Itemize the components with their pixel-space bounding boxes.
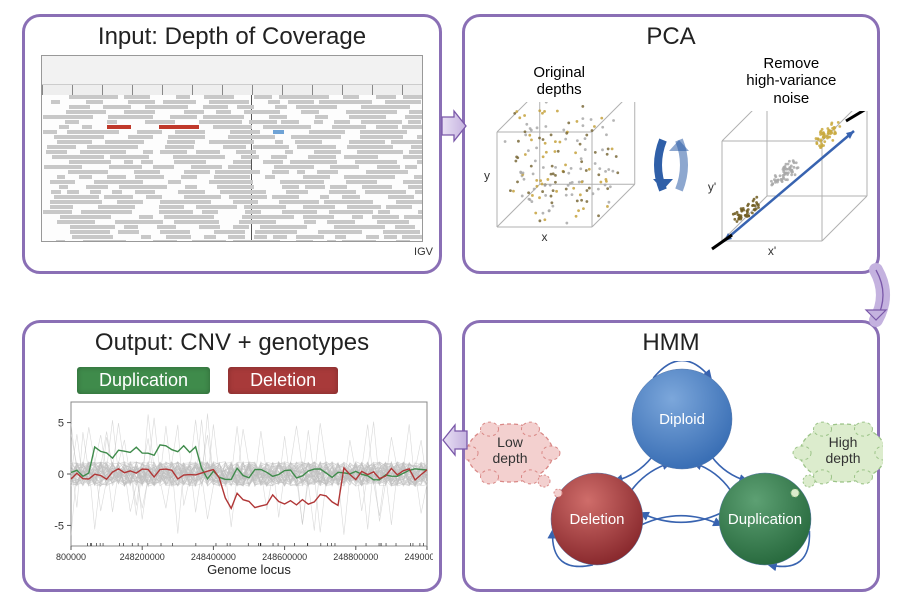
svg-text:x: x: [542, 230, 548, 244]
igv-attribution: IGV: [414, 246, 433, 258]
panel-hmm-title: HMM: [465, 329, 877, 357]
panel-hmm: HMM DiploidDeletionDuplicationLowdepthHi…: [462, 320, 880, 592]
svg-text:Diploid: Diploid: [659, 411, 705, 428]
svg-text:-5: -5: [54, 520, 64, 532]
pca-cube-right: x'y'z': [704, 111, 879, 271]
panel-output: Output: CNV + genotypes Duplication Dele…: [22, 320, 442, 592]
svg-text:depth: depth: [825, 450, 860, 466]
svg-text:0: 0: [58, 469, 64, 481]
panel-input-body: IGV: [25, 55, 439, 242]
svg-text:248800000: 248800000: [333, 552, 378, 562]
pca-cube-left: xyz: [479, 102, 639, 262]
panel-pca: PCA Originaldepths xyz Removehigh-varian…: [462, 14, 880, 274]
panel-pca-title: PCA: [465, 23, 877, 51]
svg-text:Deletion: Deletion: [569, 511, 624, 528]
svg-text:248200000: 248200000: [120, 552, 165, 562]
panel-output-title: Output: CNV + genotypes: [25, 329, 439, 357]
pca-rotation-arrow-icon: [651, 125, 691, 205]
svg-text:Low: Low: [497, 434, 524, 450]
svg-text:248600000: 248600000: [262, 552, 307, 562]
svg-text:249000000: 249000000: [404, 552, 433, 562]
igv-toolbar: [42, 56, 422, 85]
output-chart: -5 0 5 800000 248200000 248400000 248600000 248…: [37, 396, 433, 576]
svg-text:248400000: 248400000: [191, 552, 236, 562]
pca-left: Originaldepths xyz: [479, 64, 639, 268]
badge-deletion: Deletion: [228, 367, 338, 394]
panel-output-body: Duplication Deletion -5 0 5 800000 248200000…: [25, 361, 439, 587]
panel-input: Input: Depth of Coverage IGV: [22, 14, 442, 274]
igv-frame: [41, 55, 423, 242]
svg-text:5: 5: [58, 418, 64, 430]
svg-text:High: High: [829, 434, 858, 450]
svg-text:x': x': [768, 244, 776, 258]
pca-left-label: Originaldepths: [479, 64, 639, 99]
igv-ruler: [42, 85, 422, 95]
pca-right: Removehigh-variancenoise x'y'z': [704, 55, 879, 276]
svg-text:y': y': [708, 180, 716, 194]
igv-read-area: [42, 95, 422, 242]
badge-duplication: Duplication: [77, 367, 210, 394]
hmm-diagram: DiploidDeletionDuplicationLowdepthHighde…: [465, 361, 883, 571]
pca-right-label: Removehigh-variancenoise: [704, 55, 879, 107]
panel-hmm-body: DiploidDeletionDuplicationLowdepthHighde…: [465, 361, 877, 571]
panel-input-title: Input: Depth of Coverage: [25, 23, 439, 51]
svg-text:800000: 800000: [56, 552, 86, 562]
output-badges: Duplication Deletion: [77, 367, 427, 394]
svg-text:y: y: [484, 169, 490, 183]
panel-pca-body: Originaldepths xyz Removehigh-varianceno…: [465, 55, 893, 276]
svg-text:Duplication: Duplication: [728, 511, 802, 528]
svg-text:Genome locus: Genome locus: [207, 562, 291, 576]
svg-text:depth: depth: [492, 450, 527, 466]
